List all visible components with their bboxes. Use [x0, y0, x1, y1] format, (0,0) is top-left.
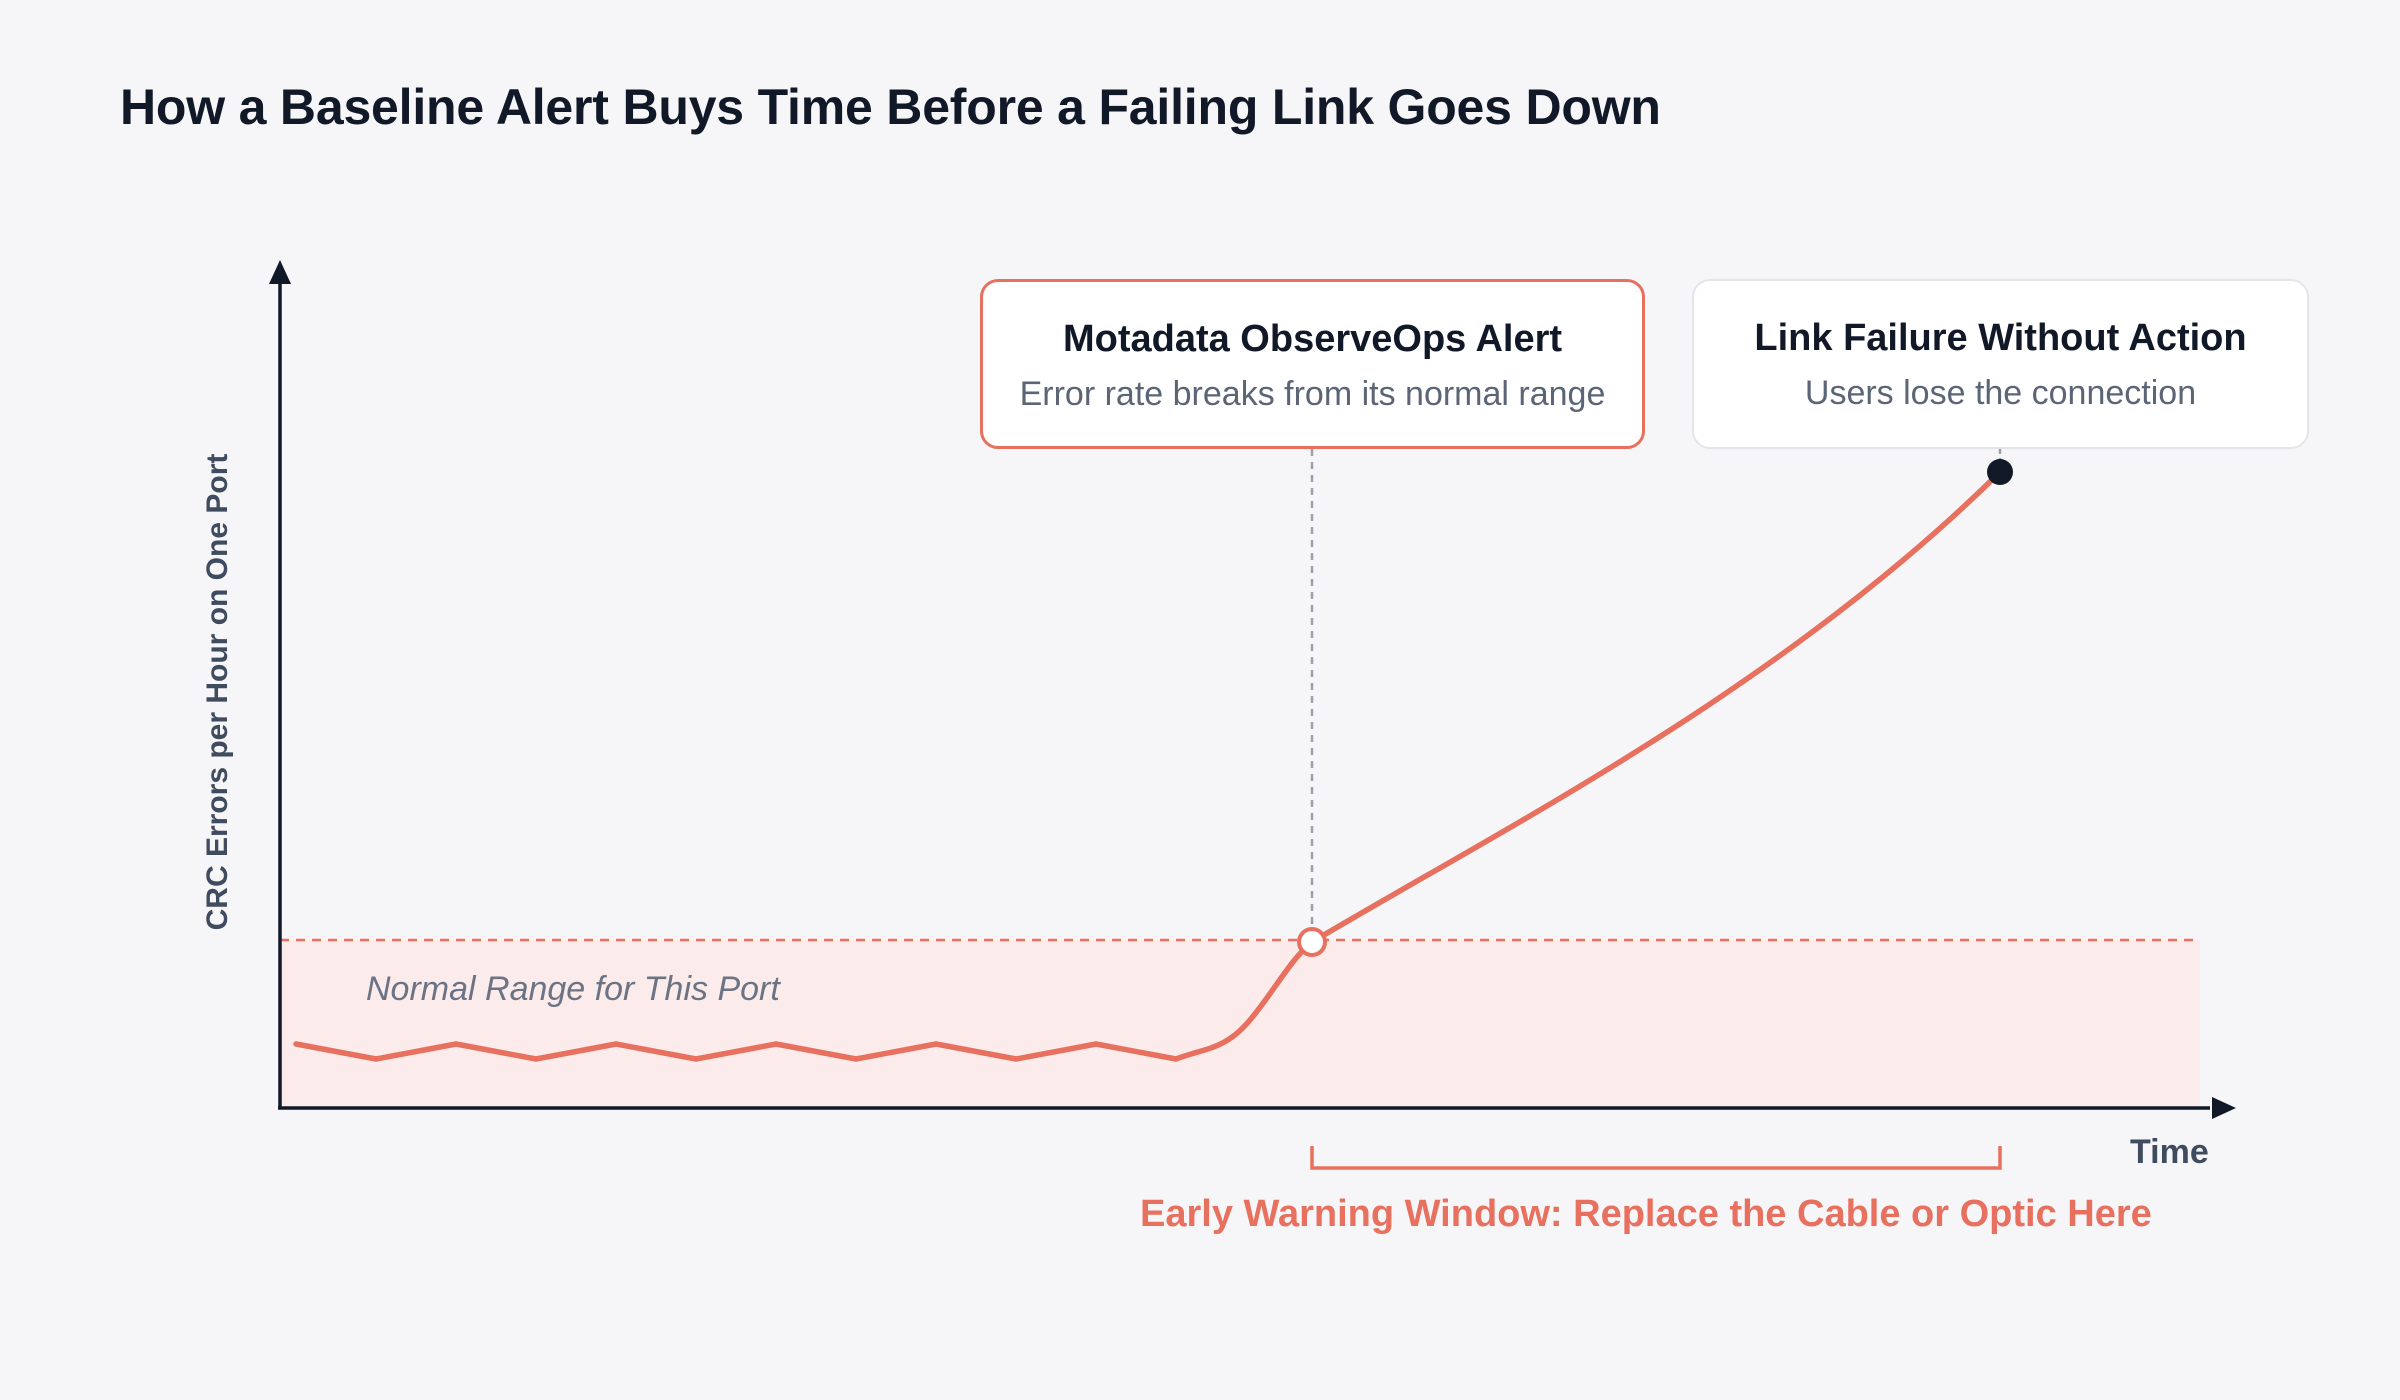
alert-callout: Motadata ObserveOps Alert Error rate bre…: [980, 279, 1645, 449]
failure-point-marker: [1987, 459, 2013, 485]
y-axis-label: CRC Errors per Hour on One Port: [201, 453, 234, 931]
early-warning-window-label: Early Warning Window: Replace the Cable …: [1140, 1193, 2152, 1235]
diagram-title: How a Baseline Alert Buys Time Before a …: [120, 79, 1661, 135]
alert-callout-title: Motadata ObserveOps Alert: [1062, 318, 1563, 360]
normal-range-label: Normal Range for This Port: [366, 970, 780, 1008]
alert-callout-subtitle: Error rate breaks from its normal range: [1019, 375, 1606, 413]
failure-callout: Link Failure Without Action Users lose t…: [1692, 279, 2309, 449]
x-axis-arrow-icon: [2212, 1097, 2236, 1119]
early-warning-bracket: [1310, 1146, 2002, 1170]
normal-range-band: [280, 940, 2200, 1108]
x-axis-label: Time: [2130, 1133, 2209, 1171]
failure-callout-title: Link Failure Without Action: [1754, 317, 2247, 359]
y-axis-arrow-icon: [269, 260, 291, 284]
alert-point-marker: [1297, 927, 1327, 957]
failure-callout-subtitle: Users lose the connection: [1804, 374, 2197, 412]
